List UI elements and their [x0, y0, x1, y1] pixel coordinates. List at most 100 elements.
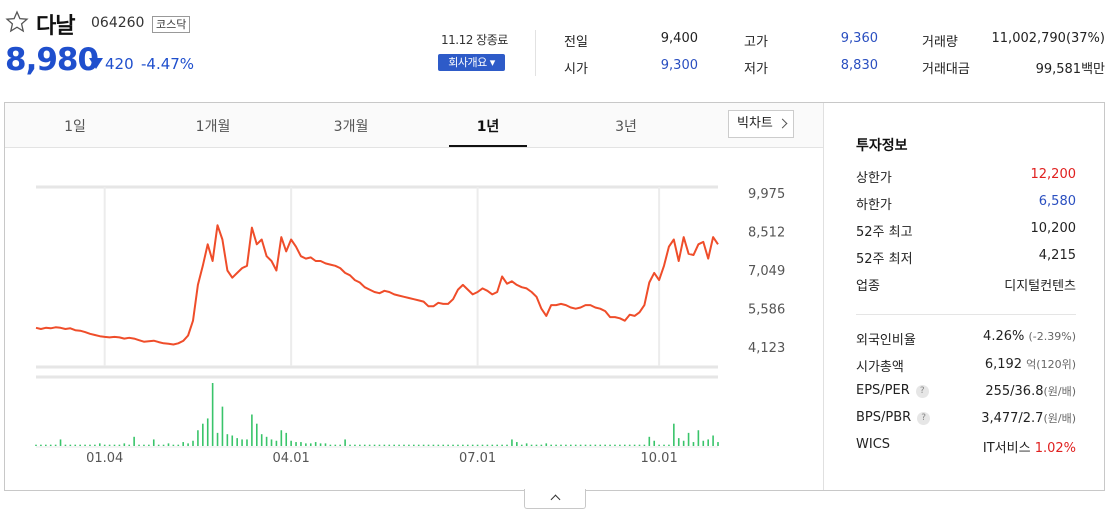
market-cap-value: 6,192 — [984, 357, 1023, 372]
quote-value-volume: 11,002,790(37%) — [991, 31, 1105, 46]
volume-bar — [280, 430, 283, 446]
volume-bar — [594, 444, 597, 446]
tab-3year[interactable]: 3년 — [615, 119, 637, 135]
active-tab-indicator — [449, 145, 527, 147]
info-row-bps-pbr: BPS/PBR? 3,477/2.7(원/배) — [856, 410, 1076, 428]
volume-bar — [59, 439, 62, 446]
bps-pbr-value: 3,477/2.7 — [981, 411, 1044, 426]
volume-bar — [148, 444, 150, 446]
price-line — [35, 224, 719, 346]
chevron-right-icon — [777, 118, 788, 129]
volume-bar — [565, 444, 567, 446]
volume-bar — [692, 442, 695, 446]
volume-bar — [609, 444, 611, 446]
volume-bar — [516, 442, 518, 446]
info-value[interactable]: IT서비스 1.02% — [983, 437, 1076, 456]
collapse-toggle-button[interactable] — [524, 489, 586, 509]
volume-bar — [633, 444, 636, 446]
favorite-star-icon[interactable] — [5, 10, 29, 34]
quote-label-volume: 거래량 — [922, 35, 958, 50]
x-tick-label: 10.01 — [641, 451, 678, 466]
volume-bar — [113, 444, 116, 446]
volume-bar — [707, 439, 709, 446]
volume-bar — [604, 444, 606, 446]
info-value[interactable]: 디지털컨텐츠 — [1004, 279, 1076, 294]
info-value: 4.26% (-2.39%) — [983, 329, 1076, 344]
info-label: 시가총액 — [856, 360, 904, 375]
info-label: 52주 최고 — [856, 225, 913, 240]
volume-bar — [295, 442, 297, 446]
volume-bar — [251, 414, 253, 446]
quote-value-trading-value: 99,581백만 — [1035, 62, 1105, 77]
volume-bar — [570, 444, 572, 446]
volume-bar — [157, 444, 160, 446]
quote-label-high: 고가 — [744, 35, 768, 50]
volume-bar — [540, 444, 543, 446]
volume-bar — [206, 418, 209, 446]
volume-bar — [236, 438, 238, 446]
volume-bar — [422, 444, 425, 446]
volume-bar — [373, 444, 376, 446]
price-volume-chart[interactable]: 01.04 04.01 07.01 10.01 9,975 8,512 7,049 5,586… — [5, 149, 823, 490]
volume-bar — [45, 444, 47, 446]
volume-bar — [123, 443, 126, 446]
volume-bar — [712, 435, 714, 446]
stock-name: 다날 — [36, 14, 75, 39]
bigchart-button[interactable]: 빅차트 — [728, 110, 794, 138]
volume-bar — [354, 444, 356, 446]
info-row-52w-low: 52주 최저 4,215 — [856, 248, 1076, 267]
volume-bar — [663, 444, 665, 446]
volume-bar — [574, 444, 577, 446]
volume-bar — [216, 432, 219, 446]
volume-bar — [363, 444, 366, 446]
volume-bar — [417, 444, 420, 446]
bps-pbr-label: BPS/PBR — [856, 410, 912, 425]
volume-bar — [49, 444, 52, 446]
volume-bar — [511, 439, 513, 446]
info-value: 10,200 — [1030, 221, 1077, 236]
quote-value-low: 8,830 — [840, 58, 878, 73]
market-badge: 코스닥 — [152, 16, 191, 33]
volume-bar — [138, 444, 140, 446]
volume-bar — [74, 444, 77, 446]
volume-bar — [677, 438, 680, 446]
price-change: 420 — [105, 55, 134, 73]
help-icon[interactable]: ? — [917, 412, 931, 425]
volume-bar — [388, 444, 391, 446]
quote-label-trading-value: 거래대금 — [922, 62, 970, 77]
volume-bar — [344, 439, 346, 446]
tab-3month[interactable]: 3개월 — [333, 119, 369, 135]
volume-bar — [623, 444, 626, 446]
tab-1year[interactable]: 1년 — [476, 119, 500, 135]
help-icon[interactable]: ? — [915, 385, 929, 398]
investment-info-panel: 투자정보 상한가 12,200 하한가 6,580 52주 최고 10,200 … — [823, 103, 1104, 490]
info-label: 외국인비율 — [856, 333, 916, 348]
volume-bar — [653, 440, 656, 446]
volume-bar — [432, 444, 435, 446]
volume-bar — [579, 444, 582, 446]
quote-value-open: 9,300 — [660, 58, 698, 73]
volume-bar — [427, 444, 430, 446]
tab-1day[interactable]: 1일 — [64, 119, 86, 135]
company-overview-button[interactable]: 회사개요 ▾ — [438, 54, 505, 71]
volume-bar — [334, 444, 337, 446]
volume-bar — [349, 444, 351, 446]
tab-1month[interactable]: 1개월 — [195, 119, 231, 135]
volume-bar — [550, 444, 552, 446]
volume-bar — [535, 444, 538, 446]
chevron-up-icon — [550, 494, 561, 505]
info-divider — [856, 314, 1076, 315]
volume-bar — [98, 443, 101, 446]
volume-bar — [275, 440, 278, 446]
volume-bar — [486, 444, 489, 446]
info-row-eps-per: EPS/PER? 255/36.8(원/배) — [856, 383, 1076, 401]
volume-bar — [447, 444, 449, 446]
y-tick-label: 5,586 — [748, 303, 785, 318]
x-tick-label: 07.01 — [459, 451, 496, 466]
volume-bar — [40, 444, 42, 446]
volume-bar — [368, 444, 371, 446]
foreign-ratio-value: 4.26% — [983, 329, 1025, 344]
volume-bar — [393, 444, 395, 446]
volume-bar — [162, 444, 165, 446]
info-label: BPS/PBR? — [856, 410, 931, 425]
